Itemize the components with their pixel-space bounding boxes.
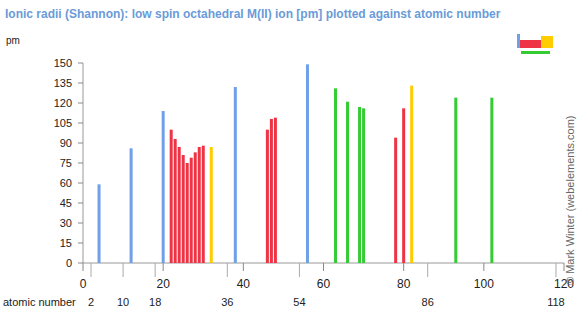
bar — [130, 148, 133, 263]
x-tick — [243, 263, 244, 271]
noble-gas-tick-label: 18 — [149, 296, 161, 308]
bar — [306, 64, 309, 263]
x-tick — [403, 263, 404, 271]
bar — [210, 147, 213, 263]
bar — [174, 139, 177, 263]
bar — [202, 146, 205, 263]
y-tick — [78, 263, 83, 264]
bar — [194, 152, 197, 263]
noble-gas-tick — [427, 263, 428, 277]
x-tick — [323, 263, 324, 271]
y-tick — [78, 183, 83, 184]
y-tick-label: 15 — [60, 237, 72, 249]
noble-gas-tick — [123, 263, 124, 277]
noble-gas-tick-label: 2 — [88, 296, 94, 308]
bar — [334, 88, 337, 263]
y-tick-label: 0 — [66, 257, 72, 269]
title: Ionic radii (Shannon): low spin octahedr… — [5, 7, 501, 21]
bar — [410, 86, 413, 263]
block-icon — [517, 34, 553, 54]
y-tick-label: 75 — [60, 157, 72, 169]
x-tick — [163, 263, 164, 271]
y-tick — [78, 163, 83, 164]
y-tick — [78, 143, 83, 144]
bar — [234, 87, 237, 263]
bar — [198, 147, 201, 263]
y-tick-label: 30 — [60, 217, 72, 229]
y-axis — [83, 63, 84, 263]
bar — [358, 107, 361, 263]
y-tick-label: 90 — [60, 137, 72, 149]
x-tick-label: 100 — [474, 277, 494, 291]
bar — [270, 119, 273, 263]
bar — [162, 111, 165, 263]
y-axis-label: pm — [6, 35, 20, 46]
icon-p-block — [541, 36, 553, 48]
y-tick-label: 120 — [54, 97, 72, 109]
noble-gas-tick — [155, 263, 156, 277]
bar — [394, 138, 397, 263]
bar — [490, 98, 493, 263]
x-tick — [483, 263, 484, 271]
y-tick-label: 60 — [60, 177, 72, 189]
noble-gas-tick — [91, 263, 92, 277]
bar — [170, 130, 173, 263]
icon-s-block — [517, 34, 520, 48]
y-tick — [78, 63, 83, 64]
bar — [178, 147, 181, 263]
bar — [346, 102, 349, 263]
noble-gas-tick-label: 54 — [293, 296, 305, 308]
x-tick-label: 80 — [397, 277, 411, 291]
noble-gas-tick-label: 10 — [117, 296, 129, 308]
y-tick-label: 150 — [54, 57, 72, 69]
noble-gas-tick-label: 36 — [221, 296, 233, 308]
chart: Ionic radii (Shannon): low spin octahedr… — [0, 0, 580, 315]
noble-gas-tick-label: 86 — [422, 296, 434, 308]
x-tick-label: 60 — [317, 277, 331, 291]
bar — [402, 108, 405, 263]
bar — [98, 184, 101, 263]
y-tick — [78, 203, 83, 204]
y-tick-label: 135 — [54, 77, 72, 89]
noble-gas-tick — [227, 263, 228, 277]
y-tick — [78, 83, 83, 84]
x-tick — [83, 263, 84, 271]
x-tick-label: 0 — [80, 277, 87, 291]
bar — [266, 130, 269, 263]
x-tick-label: 40 — [237, 277, 251, 291]
icon-d-block — [520, 40, 541, 48]
noble-gas-tick — [299, 263, 300, 277]
bar — [454, 98, 457, 263]
bar — [186, 163, 189, 263]
noble-gas-tick — [555, 263, 556, 277]
noble-gas-tick-label: 118 — [547, 296, 565, 308]
y-tick — [78, 103, 83, 104]
y-tick-label: 105 — [54, 117, 72, 129]
bar — [182, 155, 185, 263]
y-tick — [78, 123, 83, 124]
copyright: © Mark Winter (webelements.com) — [564, 116, 576, 285]
bar — [362, 108, 365, 263]
x-axis-label: atomic number — [3, 296, 76, 308]
bar — [190, 158, 193, 263]
x-tick-label: 20 — [156, 277, 170, 291]
icon-f-block — [521, 51, 550, 54]
y-tick — [78, 243, 83, 244]
bars — [98, 64, 494, 263]
y-tick — [78, 223, 83, 224]
y-tick-label: 45 — [60, 197, 72, 209]
bar — [274, 118, 277, 263]
